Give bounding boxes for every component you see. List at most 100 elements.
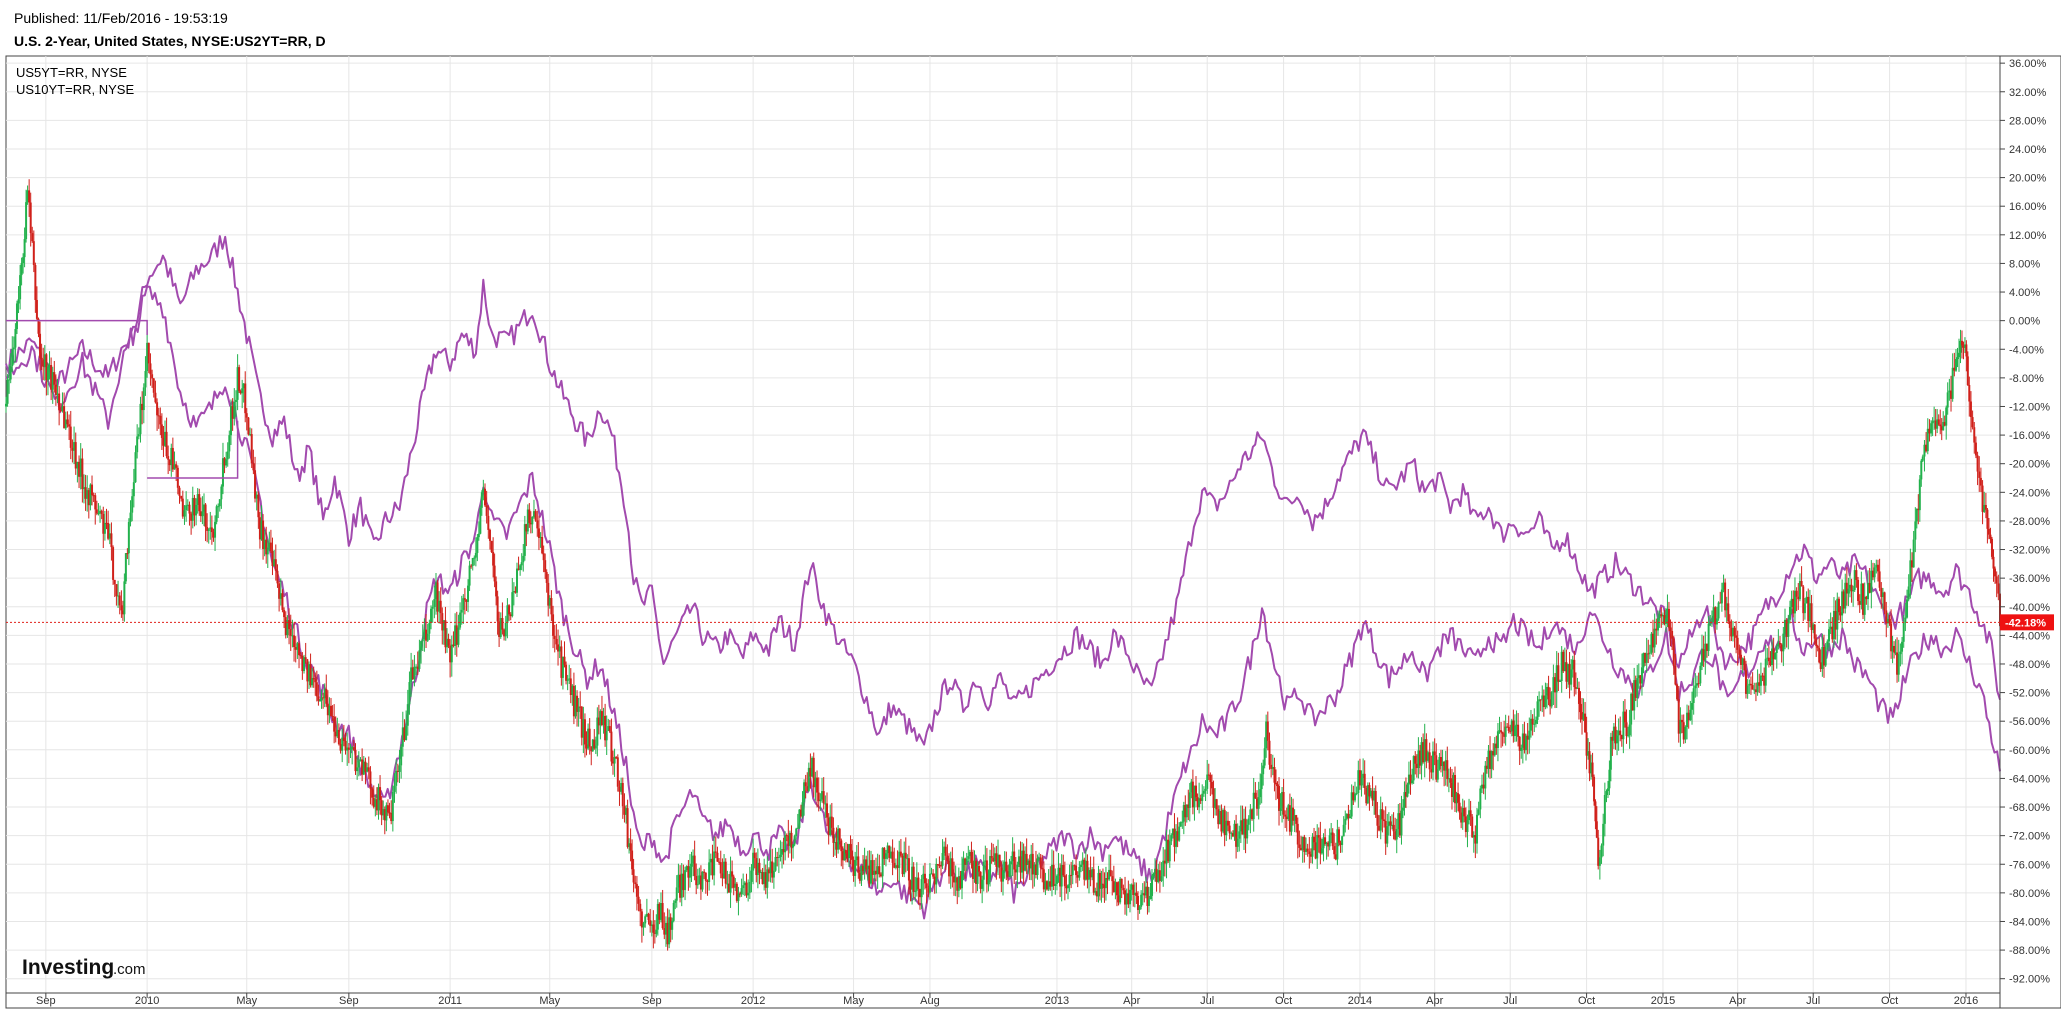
candle-body — [54, 384, 57, 395]
candle-body — [362, 761, 365, 775]
compare-baseline-marker — [6, 319, 148, 335]
candle-body — [883, 847, 886, 859]
candle-body — [973, 860, 976, 879]
candle-body — [1839, 612, 1842, 616]
candle-body — [602, 715, 605, 725]
candle-body — [1333, 846, 1336, 855]
candle-body — [403, 727, 406, 741]
candle-body — [1147, 899, 1150, 906]
candle-body — [727, 883, 730, 893]
candle-body — [406, 704, 409, 726]
candle-body — [650, 924, 653, 926]
candle-body — [1681, 719, 1684, 723]
candle-body — [1579, 703, 1582, 713]
candle-body — [301, 655, 304, 672]
candle-body — [457, 627, 460, 645]
candle-body — [1609, 736, 1612, 770]
y-tick-label: 32.00% — [2009, 87, 2047, 99]
candle-body — [278, 583, 281, 599]
candle-body — [613, 757, 616, 764]
candle-body — [703, 871, 706, 873]
candle-body — [92, 495, 95, 497]
candle-body — [152, 378, 155, 393]
candle-body — [117, 595, 120, 597]
candle-body — [1534, 719, 1537, 724]
x-tick-label: Jul — [1503, 995, 1517, 1007]
candle-body — [1863, 596, 1866, 615]
candle-body — [257, 494, 260, 518]
candle-body — [1515, 724, 1518, 726]
candle-body — [1257, 797, 1260, 809]
candle-body — [1235, 823, 1238, 847]
candle-body — [1202, 790, 1205, 794]
x-tick-label: Apr — [1426, 995, 1443, 1007]
candle-body — [1584, 713, 1587, 733]
candle-body — [1328, 835, 1331, 847]
candle-body — [1341, 836, 1344, 845]
candle-body — [56, 393, 59, 395]
candle-body — [1284, 814, 1287, 817]
candle-body — [1715, 618, 1718, 625]
candle-body — [84, 487, 87, 499]
candle-body — [1285, 816, 1288, 820]
candle-body — [1352, 792, 1355, 801]
candle-body — [1357, 770, 1360, 793]
candle-body — [771, 861, 774, 878]
candle-body — [127, 522, 130, 554]
candle-body — [141, 403, 144, 411]
candle-body — [51, 372, 54, 390]
candle-body — [514, 591, 517, 593]
candle-body — [737, 893, 740, 901]
candle-body — [519, 565, 522, 570]
x-tick-label: Jul — [1806, 995, 1820, 1007]
candle-body — [1327, 842, 1330, 847]
candle-body — [1480, 784, 1483, 789]
candle-body — [1813, 624, 1816, 639]
candle-body — [433, 599, 436, 607]
candle-body — [1630, 693, 1633, 725]
candle-body — [1728, 621, 1731, 628]
candle-body — [1692, 688, 1695, 703]
y-tick-label: -32.00% — [2009, 545, 2050, 557]
candle-body — [1319, 837, 1322, 854]
candle-body — [855, 856, 858, 861]
candle-body — [1682, 722, 1685, 740]
candle-body — [312, 678, 315, 680]
candle-body — [359, 759, 362, 761]
candle-body — [209, 527, 212, 530]
candle-body — [545, 572, 548, 583]
candle-body — [1650, 633, 1653, 653]
candle-body — [19, 275, 22, 300]
candle-body — [826, 803, 829, 818]
candle-body — [1141, 893, 1144, 895]
candle-body — [1394, 831, 1397, 840]
candle-body — [621, 783, 624, 807]
candle-body — [591, 739, 594, 752]
candle-body — [792, 844, 795, 848]
candle-body — [544, 560, 547, 573]
candle-body — [1441, 761, 1444, 767]
candle-body — [1160, 876, 1163, 881]
candle-body — [380, 800, 383, 816]
candle-body — [23, 239, 26, 258]
candle-body — [758, 862, 761, 873]
candle-body — [583, 719, 586, 745]
candle-body — [838, 828, 841, 841]
candle-body — [1062, 864, 1065, 876]
candle-body — [1401, 807, 1404, 811]
candle-body — [690, 863, 693, 867]
candle-body — [1198, 798, 1201, 808]
candle-body — [1946, 392, 1949, 408]
candle-body — [731, 871, 734, 877]
candle-body — [1135, 892, 1138, 897]
candle-body — [221, 458, 224, 487]
candle-body — [1899, 651, 1902, 655]
candle-body — [1244, 818, 1247, 839]
candle-body — [1092, 869, 1095, 893]
candle-body — [1230, 833, 1233, 835]
candle-body — [364, 761, 367, 772]
candle-body — [1987, 528, 1990, 535]
candle-body — [1457, 793, 1460, 803]
candle-body — [1450, 782, 1453, 797]
candle-body — [1625, 722, 1628, 736]
